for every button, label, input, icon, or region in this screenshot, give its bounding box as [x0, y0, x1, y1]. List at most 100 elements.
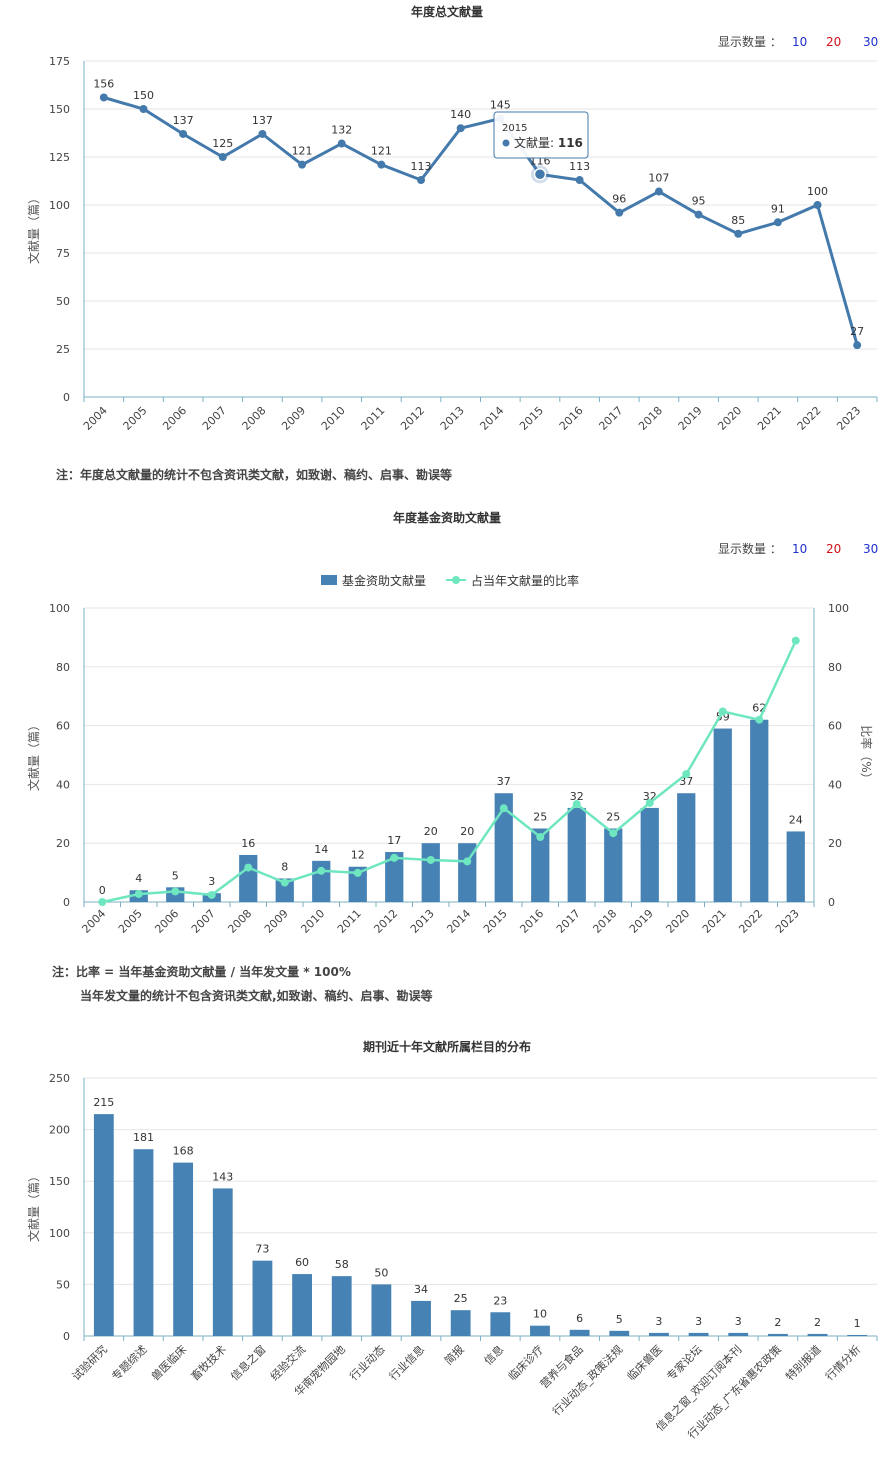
x-tick-label: 2023 — [834, 404, 863, 433]
ratio-point[interactable] — [755, 715, 764, 724]
chart1-count-20-button[interactable]: 20 — [826, 35, 841, 49]
bar[interactable] — [640, 807, 659, 902]
bar[interactable] — [569, 1329, 590, 1336]
ratio-point[interactable] — [134, 890, 143, 899]
ratio-point[interactable] — [682, 770, 691, 779]
ratio-point[interactable] — [207, 890, 216, 899]
bar[interactable] — [331, 1276, 352, 1336]
bar[interactable] — [450, 1310, 471, 1336]
ratio-point[interactable] — [171, 887, 180, 896]
bar-label: 0 — [99, 884, 106, 897]
bar[interactable] — [173, 1162, 194, 1336]
ratio-point[interactable] — [718, 707, 727, 716]
bar[interactable] — [567, 807, 586, 902]
bar[interactable] — [531, 828, 550, 903]
data-point[interactable] — [298, 160, 307, 169]
chart2-count-20-button[interactable]: 20 — [826, 542, 841, 556]
y-tick-label: 200 — [49, 1124, 70, 1137]
data-point[interactable] — [813, 201, 822, 209]
bar[interactable] — [212, 1188, 233, 1336]
bar[interactable] — [847, 1334, 868, 1336]
chart2-count-30-button[interactable]: 30 — [863, 542, 878, 556]
data-point[interactable] — [99, 93, 108, 102]
chart1-count-10-button[interactable]: 10 — [792, 35, 807, 49]
bar[interactable] — [807, 1333, 828, 1336]
bar-label: 1 — [854, 1317, 861, 1330]
ratio-point[interactable] — [645, 798, 654, 807]
bar[interactable] — [713, 728, 732, 902]
data-point[interactable] — [377, 160, 386, 169]
bar[interactable] — [239, 854, 258, 902]
ratio-point[interactable] — [244, 863, 253, 872]
bar[interactable] — [275, 878, 294, 902]
legend-line-marker — [452, 576, 460, 584]
ratio-point[interactable] — [609, 829, 618, 838]
data-point[interactable] — [179, 129, 188, 138]
data-point[interactable] — [139, 105, 148, 113]
bar[interactable] — [688, 1332, 709, 1336]
x-tick-label: 2007 — [200, 404, 229, 433]
ratio-point[interactable] — [463, 857, 472, 866]
bar[interactable] — [348, 866, 367, 902]
data-point[interactable] — [615, 208, 624, 217]
data-point[interactable] — [218, 153, 227, 161]
data-point[interactable] — [575, 176, 584, 185]
bar[interactable] — [750, 719, 769, 902]
data-point[interactable] — [694, 210, 703, 219]
ratio-point[interactable] — [317, 866, 326, 875]
data-point-hovered[interactable] — [533, 168, 547, 181]
chart1-count-30-button[interactable]: 30 — [863, 35, 878, 49]
data-point[interactable] — [773, 218, 782, 227]
y2-tick-label: 40 — [828, 778, 842, 791]
bar[interactable] — [292, 1274, 312, 1336]
bar[interactable] — [604, 828, 623, 903]
data-point[interactable] — [258, 129, 267, 138]
bar-label: 24 — [789, 813, 803, 826]
bar[interactable] — [93, 1114, 114, 1336]
bar[interactable] — [677, 793, 696, 902]
x-tick-label: 2017 — [554, 907, 583, 936]
bar[interactable] — [133, 1149, 154, 1336]
ratio-point[interactable] — [426, 855, 435, 864]
data-point[interactable] — [734, 229, 743, 238]
x-tick-label: 专家论坛 — [664, 1342, 705, 1383]
ratio-point[interactable] — [536, 833, 545, 842]
data-point[interactable] — [337, 139, 346, 148]
bar[interactable] — [385, 852, 404, 902]
data-label: 91 — [771, 202, 785, 215]
ratio-point[interactable] — [98, 898, 107, 906]
bar[interactable] — [649, 1332, 669, 1336]
bar[interactable] — [609, 1330, 630, 1336]
data-point[interactable] — [456, 124, 465, 133]
ratio-point[interactable] — [791, 636, 800, 645]
bar[interactable] — [371, 1284, 392, 1336]
ratio-point[interactable] — [572, 800, 581, 809]
ratio-point[interactable] — [499, 804, 508, 813]
bar[interactable] — [421, 843, 440, 902]
bar[interactable] — [530, 1325, 550, 1336]
y-tick-label: 250 — [49, 1072, 70, 1085]
ratio-point[interactable] — [353, 868, 362, 877]
data-point[interactable] — [417, 176, 426, 185]
chart2-count-10-button[interactable]: 10 — [792, 542, 807, 556]
bar[interactable] — [767, 1333, 788, 1336]
ratio-point[interactable] — [280, 878, 289, 887]
x-tick-label: 2020 — [715, 404, 744, 433]
legend-item-ratio[interactable]: 占当年文献量的比率 — [446, 573, 579, 588]
bar[interactable] — [728, 1332, 749, 1336]
bar[interactable] — [411, 1300, 431, 1336]
ratio-point[interactable] — [390, 853, 399, 862]
x-tick-label: 2019 — [627, 907, 656, 936]
legend-item-funded[interactable]: 基金资助文献量 — [321, 573, 426, 588]
bar[interactable] — [490, 1312, 511, 1336]
bar[interactable] — [458, 843, 477, 902]
bar-label: 17 — [387, 834, 401, 847]
bar[interactable] — [494, 793, 513, 902]
data-point[interactable] — [654, 187, 663, 196]
bar-label: 2 — [774, 1316, 781, 1329]
x-tick-label: 2018 — [590, 907, 619, 936]
bar[interactable] — [252, 1260, 273, 1336]
data-label: 113 — [411, 160, 432, 173]
bar[interactable] — [786, 831, 805, 902]
data-point[interactable] — [853, 341, 862, 350]
